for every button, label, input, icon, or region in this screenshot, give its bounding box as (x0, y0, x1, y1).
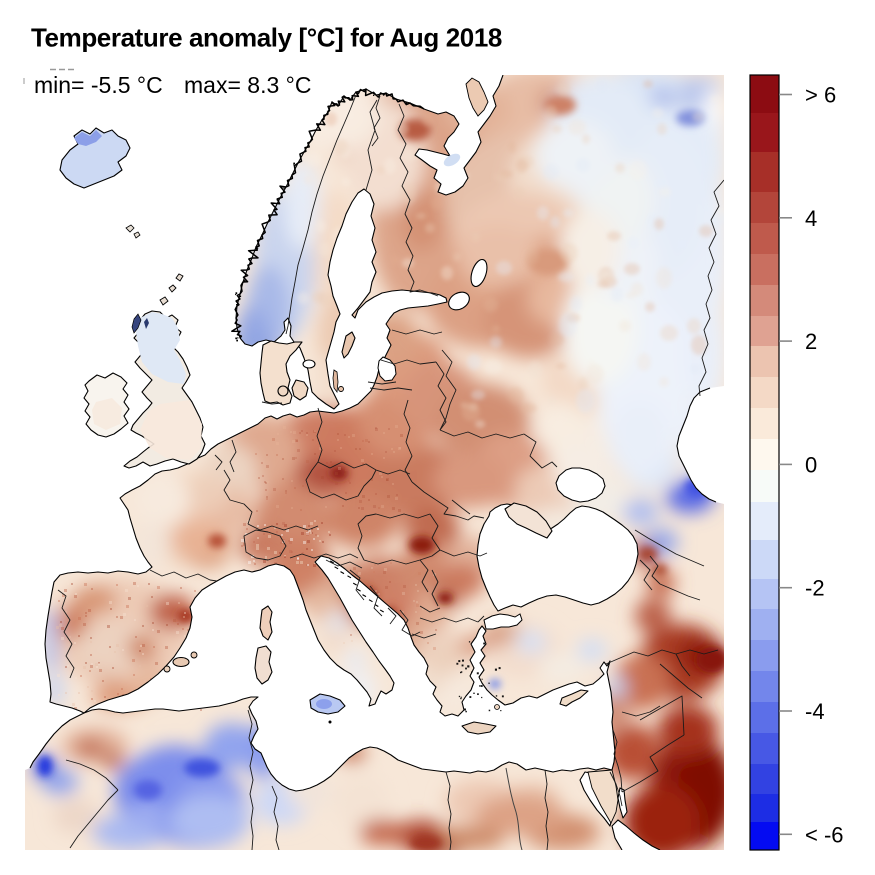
svg-text:2: 2 (805, 329, 817, 354)
svg-text:4: 4 (805, 206, 817, 231)
svg-text:min= -5.5 °C: min= -5.5 °C (34, 72, 163, 98)
svg-text:> 6: > 6 (805, 83, 836, 108)
svg-text:-2: -2 (805, 576, 825, 601)
svg-text:< -6: < -6 (805, 822, 844, 847)
svg-text:max= 8.3 °C: max= 8.3 °C (184, 72, 311, 98)
svg-text:0: 0 (805, 452, 817, 477)
svg-text:Temperature anomaly [°C] for A: Temperature anomaly [°C] for Aug 2018 (31, 23, 502, 53)
svg-text:-4: -4 (805, 699, 825, 724)
